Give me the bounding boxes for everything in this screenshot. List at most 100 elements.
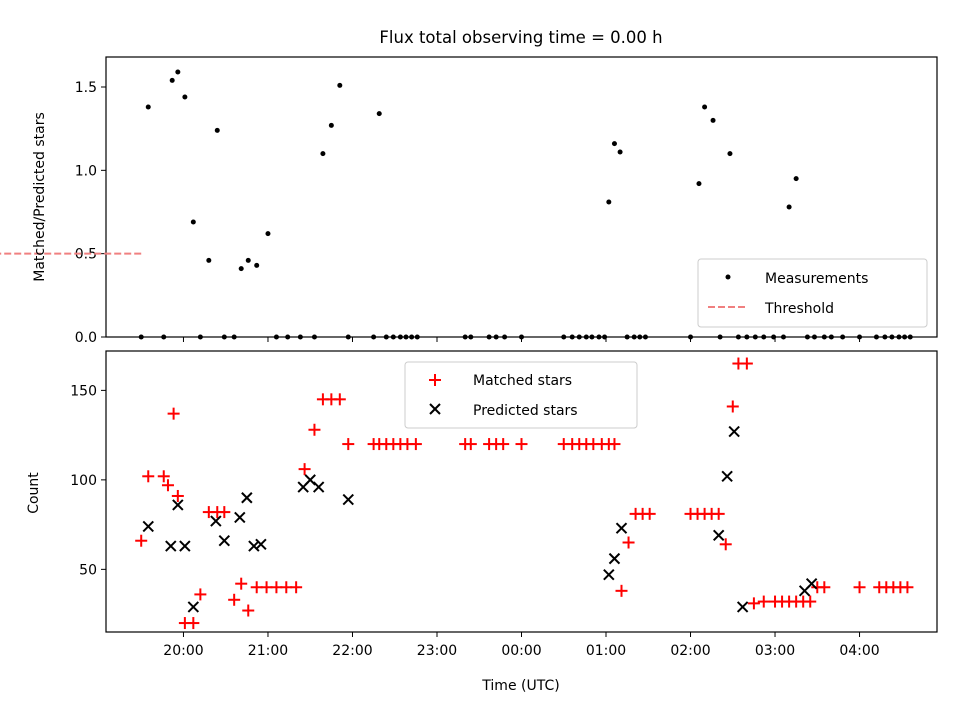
measurement-point [717,334,723,340]
matched-star-point [135,534,148,547]
predicted-star-point [234,511,246,524]
measurement-point [462,334,468,340]
matched-star-point [804,595,817,608]
matched-stars-legend-label: Matched stars [473,373,572,389]
measurement-point [821,334,827,340]
y-tick-label: 50 [79,562,97,578]
top-legend: Measurements Threshold [697,258,928,328]
predicted-star-point [603,569,615,581]
predicted-star-point [805,577,818,590]
measurement-point [328,122,334,128]
measurement-point [617,149,623,155]
predicted-star-point [728,425,740,438]
measurement-point [254,262,260,268]
matched-star-point [161,479,174,492]
measurement-point [221,334,227,340]
measurement-point [145,104,151,110]
measurement-point [637,334,643,340]
measurement-point [403,334,409,340]
predicted-star-point [187,601,200,613]
predicted-star-point [241,492,253,504]
measurement-point [502,334,508,340]
y-tick-label: 1.5 [75,80,97,96]
measurement-point [311,334,317,340]
bottom-legend: Matched stars Predicted stars [404,361,638,429]
matched-star-point [333,393,346,406]
measurement-point [376,111,382,117]
matched-star-point [218,506,231,519]
measurement-point [519,334,524,340]
measurement-point [265,231,271,237]
measurement-point [245,257,251,263]
measurement-point [752,334,758,340]
measurement-point [409,334,415,340]
bottom-y-axis: 50 100 150 [70,383,106,578]
bottom-legend-box [404,361,638,429]
measurement-point [337,82,343,88]
matched-star-point [290,581,303,594]
matched-star-point [643,507,656,520]
predicted-stars-legend-marker [429,403,441,415]
measurement-point [688,334,694,340]
measurement-point [727,151,733,157]
measurement-point [589,334,595,340]
measurement-point [320,151,326,157]
measurement-point [161,334,167,340]
predicted-star-point [342,493,354,506]
measurement-point [902,334,908,340]
measurement-point [907,334,913,340]
matched-star-point [171,489,184,502]
predicted-star-point [615,522,628,534]
measurement-point [383,334,389,340]
measurement-point [786,204,792,210]
y-tick-label: 1.0 [75,163,97,179]
measurement-point [804,334,810,340]
measurement-point [583,334,589,340]
matched-stars-legend-marker [429,374,441,386]
measurement-point [390,334,396,340]
matched-star-point [757,595,770,608]
y-tick-label: 0.0 [75,330,97,346]
top-legend-box [697,258,928,328]
x-tick-label: 23:00 [417,643,457,659]
matched-star-point [298,463,311,476]
measurement-point [206,257,212,263]
measurement-point [238,266,244,272]
measurement-point [696,181,702,187]
measurement-point [811,334,817,340]
matched-star-point [235,577,248,590]
x-tick-label: 20:00 [163,643,203,659]
measurement-point [371,334,377,340]
measurement-point [197,334,203,340]
measurement-point [793,176,799,182]
measurement-point [596,334,602,340]
measurement-point [735,334,741,340]
matched-star-point [719,538,732,551]
measurement-point [744,334,750,340]
matched-star-point [818,581,831,594]
measurement-point [606,199,612,205]
measurement-point [297,334,303,340]
matched-star-point [515,438,528,451]
matched-star-point [747,597,760,610]
measurement-point [182,94,188,100]
measurement-point [231,334,237,340]
x-tick-label: 03:00 [755,643,795,659]
matched-star-point [497,438,510,451]
matched-star-point [157,470,170,483]
measurement-point [285,334,291,340]
top-y-axis-label: Matched/Predicted stars [32,112,48,282]
measurements-legend-label: Measurements [765,271,868,287]
matched-star-point [622,536,635,549]
measurement-point [873,334,879,340]
measurement-point [611,141,617,147]
measurement-point [702,104,708,110]
measurement-point [710,117,716,123]
predicted-star-point [248,540,260,552]
measurement-point [414,334,420,340]
matched-star-point [308,423,321,436]
matched-star-point [740,357,753,370]
predicted-star-point [608,552,621,565]
matched-star-point [712,507,725,520]
